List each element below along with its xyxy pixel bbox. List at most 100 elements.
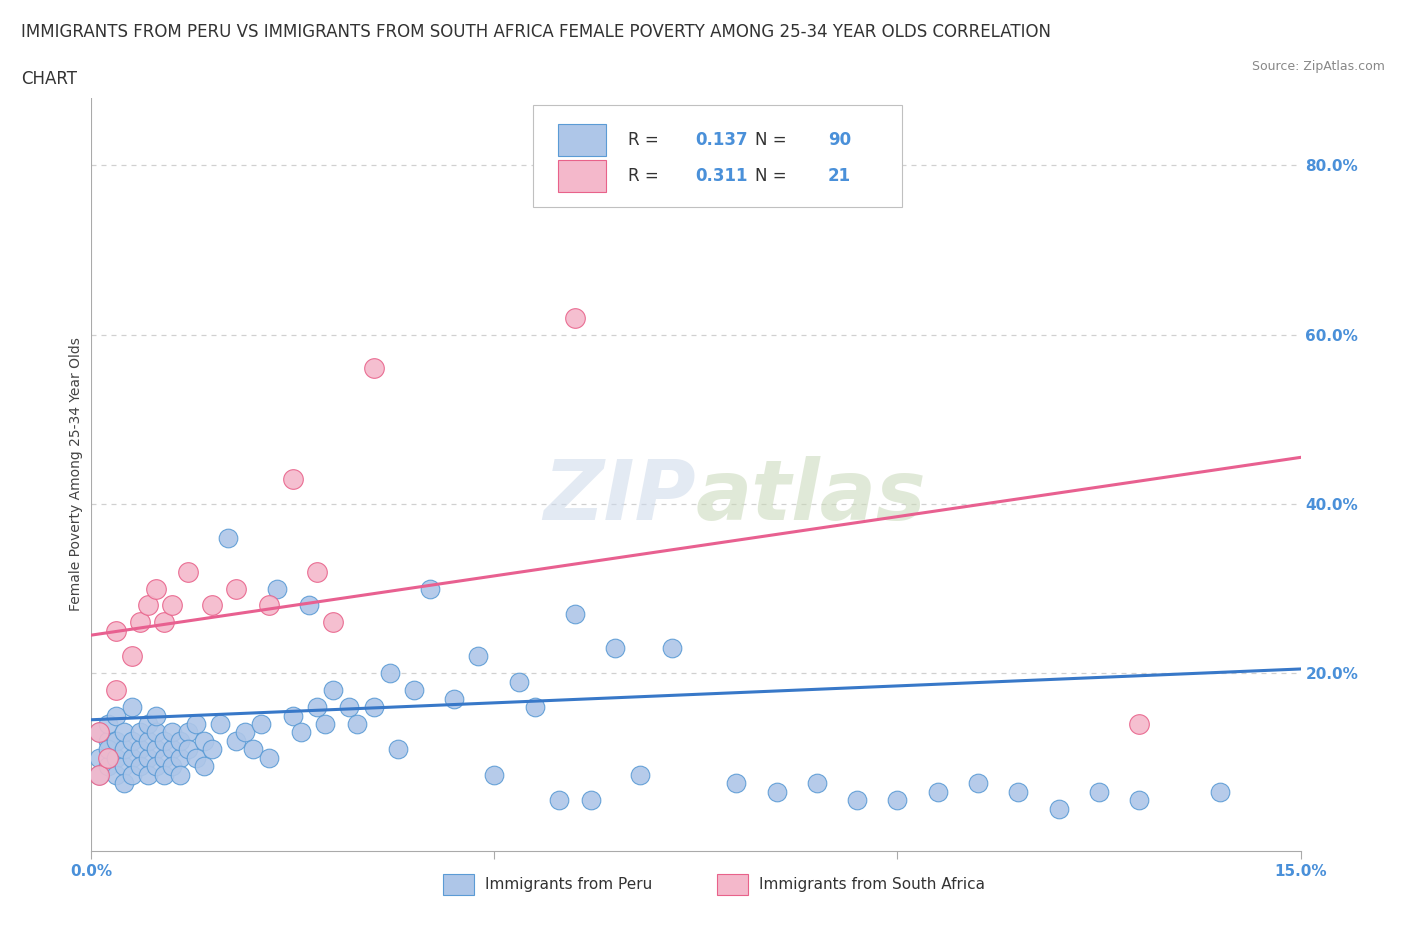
Point <box>169 767 191 782</box>
Point <box>209 716 232 731</box>
Point <box>136 716 159 731</box>
Point <box>548 792 571 807</box>
Point <box>419 581 441 596</box>
Point <box>145 725 167 740</box>
Point <box>378 666 401 681</box>
Point <box>579 792 602 807</box>
Point <box>281 472 304 486</box>
Point <box>177 742 200 757</box>
Point <box>307 699 329 714</box>
Point <box>160 598 183 613</box>
Point <box>89 725 111 740</box>
Point <box>661 641 683 656</box>
Point <box>169 734 191 749</box>
Point <box>290 725 312 740</box>
Y-axis label: Female Poverty Among 25-34 Year Olds: Female Poverty Among 25-34 Year Olds <box>69 338 83 611</box>
Point <box>104 734 127 749</box>
Point <box>257 751 280 765</box>
Point <box>186 716 208 731</box>
Point <box>112 759 135 774</box>
Text: CHART: CHART <box>21 70 77 87</box>
Point <box>104 708 127 723</box>
Point <box>186 751 208 765</box>
Point <box>104 683 127 698</box>
Point <box>121 649 143 664</box>
Point <box>177 565 200 579</box>
Text: R =: R = <box>628 131 664 149</box>
Point <box>1209 784 1232 799</box>
Point <box>628 767 651 782</box>
FancyBboxPatch shape <box>558 160 606 192</box>
Text: 0.311: 0.311 <box>695 167 747 185</box>
Point <box>153 734 176 749</box>
Point <box>402 683 425 698</box>
Text: Immigrants from Peru: Immigrants from Peru <box>485 877 652 892</box>
Point <box>128 615 150 630</box>
Point <box>112 776 135 790</box>
Point <box>322 615 344 630</box>
Point <box>225 581 247 596</box>
Point <box>1128 792 1150 807</box>
Point <box>242 742 264 757</box>
Point <box>363 361 385 376</box>
Point <box>145 708 167 723</box>
Point <box>298 598 321 613</box>
Point <box>153 751 176 765</box>
Point <box>153 767 176 782</box>
Point <box>233 725 256 740</box>
Point <box>121 699 143 714</box>
Point <box>484 767 506 782</box>
Point <box>128 742 150 757</box>
Point <box>89 767 111 782</box>
Point <box>765 784 787 799</box>
Point <box>121 767 143 782</box>
Point <box>177 725 200 740</box>
Point <box>89 767 111 782</box>
Point <box>1007 784 1029 799</box>
Point <box>160 725 183 740</box>
Point <box>201 742 224 757</box>
Point <box>443 691 465 706</box>
Text: 21: 21 <box>828 167 851 185</box>
Point <box>201 598 224 613</box>
Point <box>806 776 828 790</box>
Point <box>605 641 627 656</box>
Point <box>112 725 135 740</box>
Point <box>725 776 748 790</box>
Point <box>121 734 143 749</box>
Text: 0.137: 0.137 <box>695 131 748 149</box>
Point <box>307 565 329 579</box>
Text: ZIP: ZIP <box>543 457 696 538</box>
Point <box>281 708 304 723</box>
Point <box>136 751 159 765</box>
Point <box>128 725 150 740</box>
Point <box>145 742 167 757</box>
Point <box>96 759 118 774</box>
Point <box>153 615 176 630</box>
Text: N =: N = <box>755 131 792 149</box>
Point <box>1047 801 1070 816</box>
Point <box>257 598 280 613</box>
FancyBboxPatch shape <box>558 124 606 155</box>
Text: Source: ZipAtlas.com: Source: ZipAtlas.com <box>1251 60 1385 73</box>
Point <box>136 767 159 782</box>
Point <box>104 751 127 765</box>
Point <box>169 751 191 765</box>
Point <box>96 734 118 749</box>
Point <box>564 606 586 621</box>
Point <box>337 699 360 714</box>
Point <box>160 759 183 774</box>
Point <box>314 716 336 731</box>
Point <box>96 742 118 757</box>
Point <box>846 792 869 807</box>
Point <box>104 623 127 638</box>
Text: Immigrants from South Africa: Immigrants from South Africa <box>759 877 986 892</box>
Point <box>128 759 150 774</box>
Point <box>886 792 908 807</box>
Point <box>523 699 546 714</box>
Text: atlas: atlas <box>696 457 927 538</box>
Point <box>121 751 143 765</box>
Point <box>89 751 111 765</box>
Text: N =: N = <box>755 167 792 185</box>
Point <box>145 759 167 774</box>
